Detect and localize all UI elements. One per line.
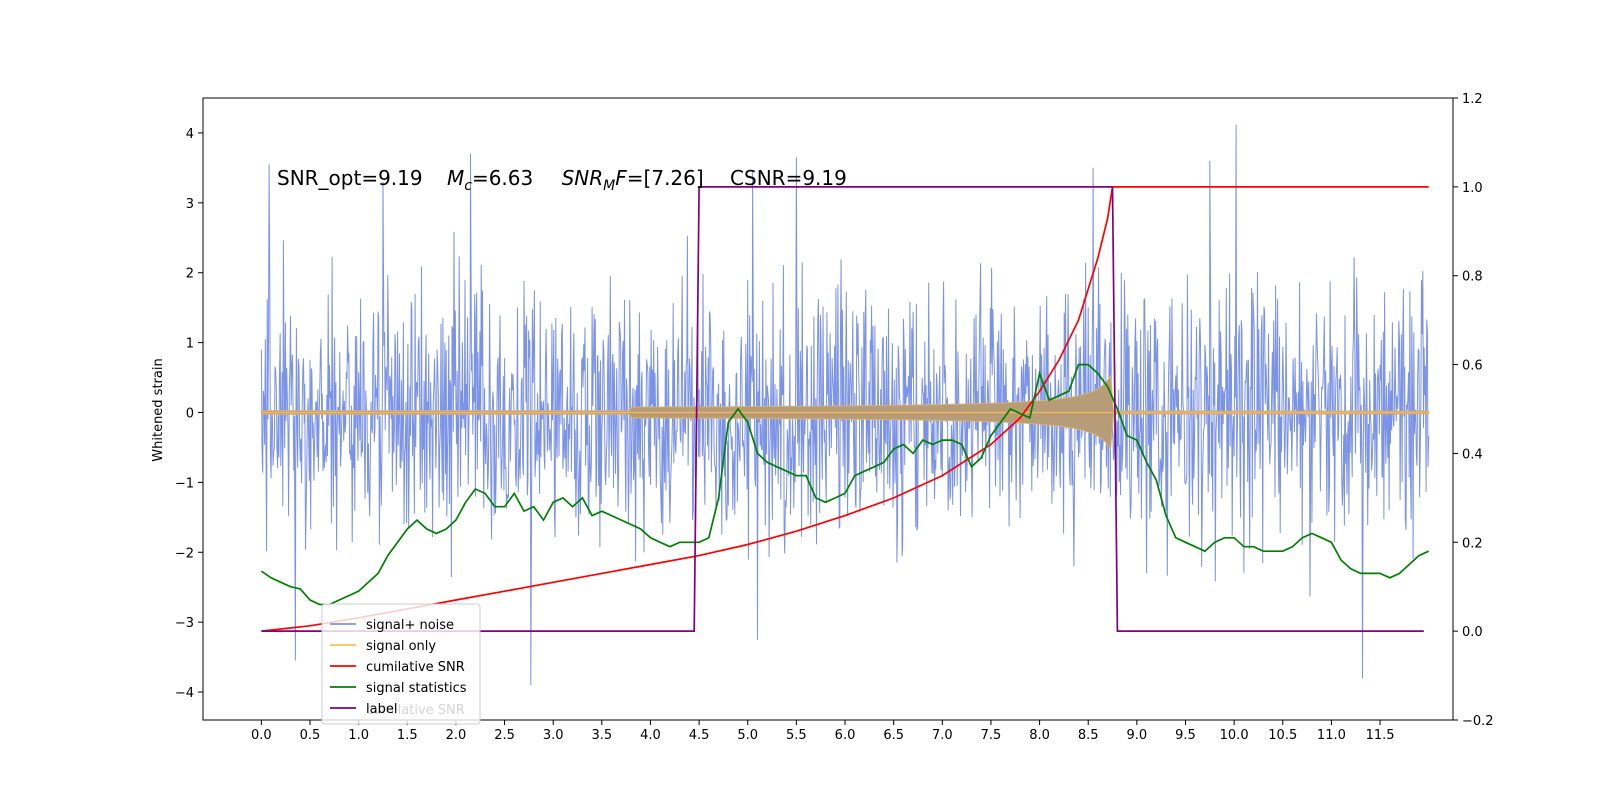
y2-tick-label: 0.8 [1462,270,1483,285]
x-tick-label: 11.0 [1317,728,1346,743]
y-tick-label: 2 [186,267,194,282]
x-tick-label: 4.0 [640,728,661,743]
plot-data-layer [260,124,1430,686]
cumilative-snr-series-line [261,186,1429,632]
y-tick-label: −3 [175,616,194,631]
y-axis-right: −0.2 0.0 0.2 0.4 0.6 0.8 1.0 1.2 [1453,92,1494,729]
legend-label: signal only [366,639,436,654]
legend-label: cumilative SNR [366,660,465,675]
y-tick-label: −4 [175,686,194,701]
x-tick-label: 3.5 [591,728,612,743]
y2-tick-label: 1.2 [1462,92,1483,107]
y2-tick-label: 0.4 [1462,447,1483,462]
annotation-mc-subscript: c [464,178,472,194]
annotation-snrmf-value: =[7.26] [627,166,704,190]
y-tick-label: 0 [186,406,194,421]
signal-statistics-series-line [260,363,1430,606]
annotation-mc-value: =6.63 [472,166,533,190]
x-tick-label: 8.0 [1029,728,1050,743]
x-tick-label: 9.0 [1127,728,1148,743]
x-axis: 0.0 0.5 1.0 1.5 2.0 2.5 3.0 3.5 4.0 4.5 5.0 5.5 6.0 6… [251,720,1395,743]
legend-box [321,603,481,725]
annotation-mc-symbol: M [447,166,464,190]
x-tick-label: 2.0 [446,728,467,743]
legend: cumilative SNR signal+ noise signal only c… [321,603,481,725]
signal-plus-noise-series-line [260,124,1430,686]
annotation-snrmf-subscript: M [603,178,615,194]
x-tick-label: 1.0 [348,728,369,743]
annotation-csnr: CSNR=9.19 [730,166,847,190]
y-axis-label: Whitened strain [151,358,166,461]
x-tick-label: 7.5 [981,728,1002,743]
x-tick-label: 6.5 [883,728,904,743]
x-tick-label: 5.5 [786,728,807,743]
chart-annotation: SNR_opt=9.19 Mc=6.63 SNRMF=[7.26] CSNR=9… [277,166,847,194]
plot-frame [202,97,1454,721]
y-tick-label: −2 [175,546,194,561]
x-tick-label: 10.5 [1268,728,1297,743]
legend-label: label [366,702,397,717]
legend-ghost-text: cumilative SNR [366,703,465,718]
y2-tick-label: 0.0 [1462,625,1483,640]
x-tick-label: 4.5 [689,728,710,743]
x-tick-label: 2.5 [494,728,515,743]
y2-tick-label: 0.6 [1462,359,1483,374]
x-tick-label: 11.5 [1366,728,1395,743]
annotation-snr-opt: SNR_opt=9.19 [277,166,423,190]
x-tick-label: 1.5 [397,728,418,743]
x-tick-label: 0.0 [251,728,272,743]
y2-tick-label: −0.2 [1462,714,1494,729]
y-tick-label: 3 [186,197,194,212]
y2-tick-label: 1.0 [1462,181,1483,196]
y2-tick-label: 0.2 [1462,536,1483,551]
y-tick-label: 4 [186,127,194,142]
x-tick-label: 8.5 [1078,728,1099,743]
legend-label: signal+ noise [366,618,454,633]
y-tick-label: −1 [175,476,194,491]
x-tick-label: 9.5 [1175,728,1196,743]
y-axis-left: −4 −3 −2 −1 0 1 2 3 4 [175,127,203,701]
x-tick-label: 6.0 [835,728,856,743]
x-tick-label: 0.5 [300,728,321,743]
x-tick-label: 10.0 [1220,728,1249,743]
annotation-snrmf-symbol: SNR [562,166,604,190]
x-tick-label: 5.0 [737,728,758,743]
legend-label: signal statistics [366,681,467,696]
label-series-line [261,186,1424,632]
annotation-snrmf-f: F [615,166,627,190]
y-tick-label: 1 [186,337,194,352]
x-tick-label: 7.0 [932,728,953,743]
x-tick-label: 3.0 [543,728,564,743]
